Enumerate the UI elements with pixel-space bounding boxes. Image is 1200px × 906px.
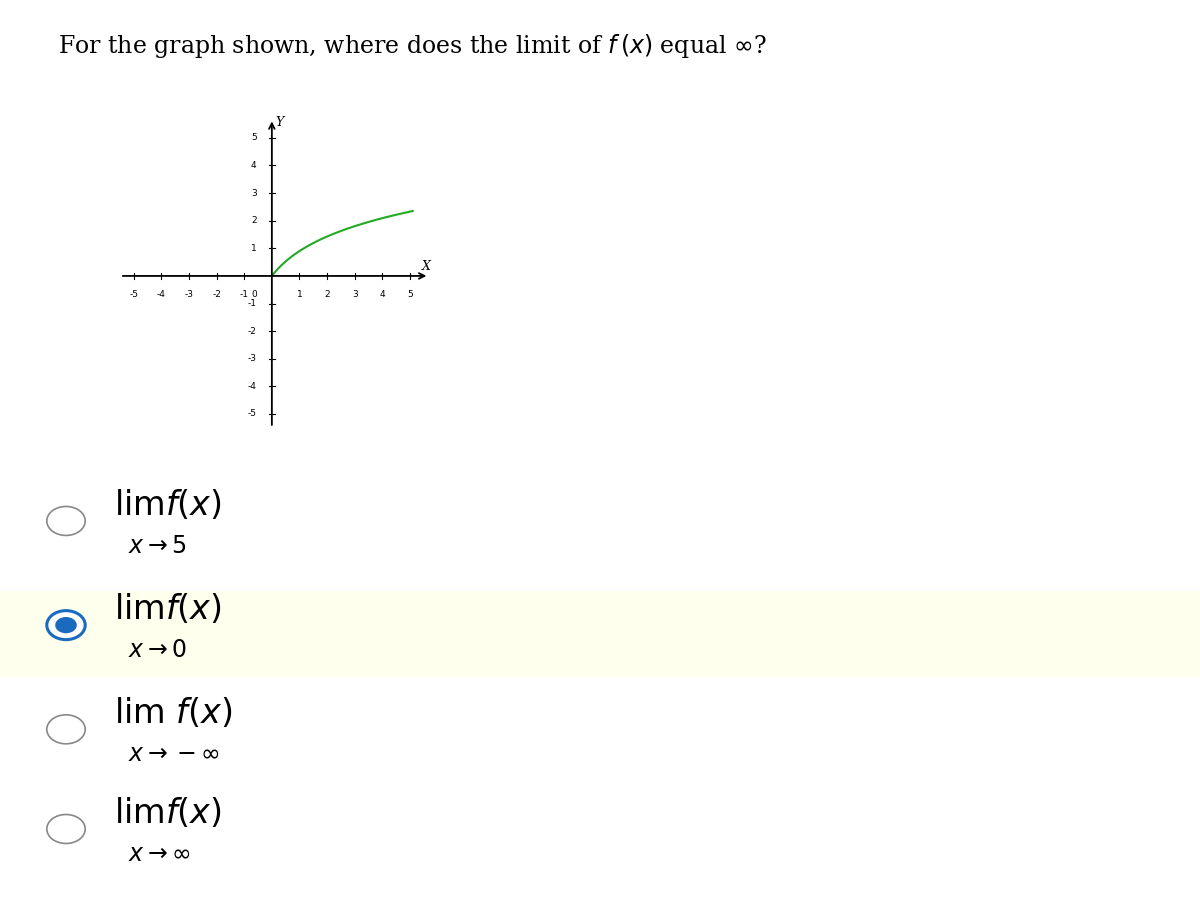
Text: -2: -2 [212,290,221,299]
Text: $\lim f(x)$: $\lim f(x)$ [114,592,222,626]
Text: -4: -4 [157,290,166,299]
Text: $x\to-\infty$: $x\to-\infty$ [128,743,220,766]
Text: -1: -1 [247,299,257,308]
Text: 5: 5 [407,290,413,299]
Text: 3: 3 [251,188,257,198]
Text: 1: 1 [296,290,302,299]
Text: $\lim f(x)$: $\lim f(x)$ [114,795,222,830]
Text: -2: -2 [247,327,257,335]
Text: 0: 0 [251,290,257,299]
Text: $x\to0$: $x\to0$ [128,639,187,662]
Text: For the graph shown, where does the limit of $f\,(x)$ equal $\infty$?: For the graph shown, where does the limi… [58,32,767,60]
Text: 2: 2 [324,290,330,299]
Text: $\lim\ f(x)$: $\lim\ f(x)$ [114,696,233,730]
Text: 3: 3 [352,290,358,299]
Text: 2: 2 [251,217,257,226]
Text: X: X [422,260,431,273]
Text: -4: -4 [247,382,257,390]
Text: 1: 1 [251,244,257,253]
Text: 4: 4 [251,161,257,170]
Text: $x\to5$: $x\to5$ [128,535,187,558]
Text: $x\to\infty$: $x\to\infty$ [128,843,191,866]
Text: -1: -1 [240,290,248,299]
Text: -5: -5 [247,410,257,419]
Text: 5: 5 [251,133,257,142]
Text: -5: -5 [130,290,138,299]
Text: -3: -3 [185,290,193,299]
Text: 4: 4 [379,290,385,299]
Text: $\lim f(x)$: $\lim f(x)$ [114,487,222,522]
Text: -3: -3 [247,354,257,363]
Text: Y: Y [276,116,283,130]
